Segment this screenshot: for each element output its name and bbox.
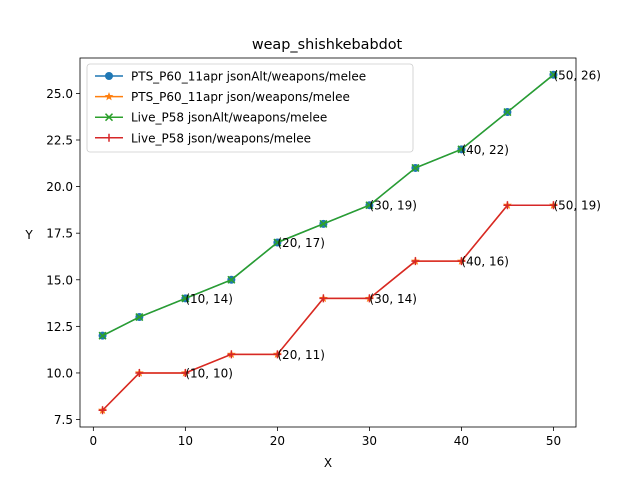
- series-4-point: [227, 350, 236, 359]
- series-3-point: [273, 238, 282, 247]
- series-4-point: [319, 294, 328, 303]
- x-axis-ticks: 0 10 20 30 40 50: [90, 427, 561, 448]
- y-tick-label: 10.0: [46, 366, 73, 380]
- series-3-point: [503, 108, 512, 117]
- legend-item-1: PTS_P60_11apr jsonAlt/weapons/melee: [95, 70, 366, 84]
- legend-swatch-marker: [104, 113, 114, 122]
- series-4-line: [102, 204, 554, 411]
- legend: PTS_P60_11apr jsonAlt/weapons/melee PTS_P…: [86, 63, 414, 153]
- data-annotation: (50, 26): [553, 68, 601, 82]
- series-3-point: [98, 331, 107, 340]
- legend-swatch-marker: [105, 72, 113, 80]
- x-axis-label: X: [324, 456, 332, 470]
- legend-item-4: Live_P58 json/weapons/melee: [95, 131, 311, 145]
- series-4-point: [503, 201, 512, 210]
- series-3: [98, 70, 558, 340]
- legend-item-3: Live_P58 jsonAlt/weapons/melee: [95, 111, 327, 125]
- series-4-point: [365, 294, 374, 303]
- legend-swatch-marker: [105, 133, 113, 142]
- y-tick-label: 15.0: [46, 273, 73, 287]
- series-3-point: [549, 70, 558, 79]
- legend-swatch-marker: [104, 92, 114, 101]
- x-tick-label: 50: [546, 434, 561, 448]
- plot-frame: [79, 57, 577, 428]
- y-tick-label: 25.0: [46, 87, 73, 101]
- series-4-point: [457, 257, 466, 266]
- annotation-layer: (10, 14) (20, 17) (30, 19) (40, 22) (50, 26)…: [185, 68, 601, 380]
- legend-box: [86, 63, 414, 153]
- series-3-point: [457, 145, 466, 154]
- series-3-point: [135, 313, 144, 322]
- series-3-point: [365, 201, 374, 210]
- y-tick-label: 20.0: [46, 180, 73, 194]
- x-tick-label: 10: [178, 434, 193, 448]
- series-3-point: [411, 163, 420, 172]
- series-3-point: [227, 275, 236, 284]
- series-4-point: [549, 201, 558, 210]
- legend-label: Live_P58 json/weapons/melee: [131, 131, 311, 145]
- series-2-line: [102, 204, 554, 411]
- y-tick-label: 12.5: [46, 320, 73, 334]
- legend-item-2: PTS_P60_11apr json/weapons/melee: [95, 90, 350, 104]
- series-3-point: [181, 294, 190, 303]
- chart-title: weap_shishkebabdot: [252, 37, 403, 53]
- data-annotation: (10, 14): [185, 292, 233, 306]
- series-2: [98, 200, 558, 414]
- legend-label: Live_P58 jsonAlt/weapons/melee: [131, 111, 327, 125]
- y-axis-ticks: 7.5 10.0 12.5 15.0 17.5 20.0 22.5 25.0: [46, 87, 80, 427]
- y-tick-label: 22.5: [46, 134, 73, 148]
- x-tick-label: 30: [362, 434, 377, 448]
- data-annotation: (20, 11): [277, 348, 325, 362]
- series-4-point: [273, 350, 282, 359]
- y-axis-label: Y: [24, 228, 33, 242]
- y-tick-label: 17.5: [46, 227, 73, 241]
- data-annotation: (30, 19): [369, 199, 417, 213]
- x-tick-label: 40: [454, 434, 469, 448]
- legend-label: PTS_P60_11apr jsonAlt/weapons/melee: [131, 70, 366, 84]
- series-4-point: [181, 368, 190, 377]
- series-3-point: [319, 219, 328, 228]
- data-annotation: (20, 17): [277, 236, 325, 250]
- data-annotation: (40, 16): [461, 255, 509, 269]
- x-tick-label: 0: [90, 434, 98, 448]
- series-layer: [98, 70, 558, 415]
- data-annotation: (10, 10): [185, 366, 233, 380]
- series-4-point: [411, 257, 420, 266]
- legend-items: PTS_P60_11apr jsonAlt/weapons/melee PTS_P…: [95, 70, 366, 145]
- series-4: [98, 201, 558, 415]
- series-4-point: [135, 368, 144, 377]
- series-4-point: [98, 406, 107, 415]
- x-tick-label: 20: [270, 434, 285, 448]
- y-tick-label: 7.5: [54, 413, 73, 427]
- legend-label: PTS_P60_11apr json/weapons/melee: [131, 90, 350, 104]
- data-annotation: (50, 19): [553, 199, 601, 213]
- data-annotation: (30, 14): [369, 292, 417, 306]
- data-annotation: (40, 22): [461, 143, 509, 157]
